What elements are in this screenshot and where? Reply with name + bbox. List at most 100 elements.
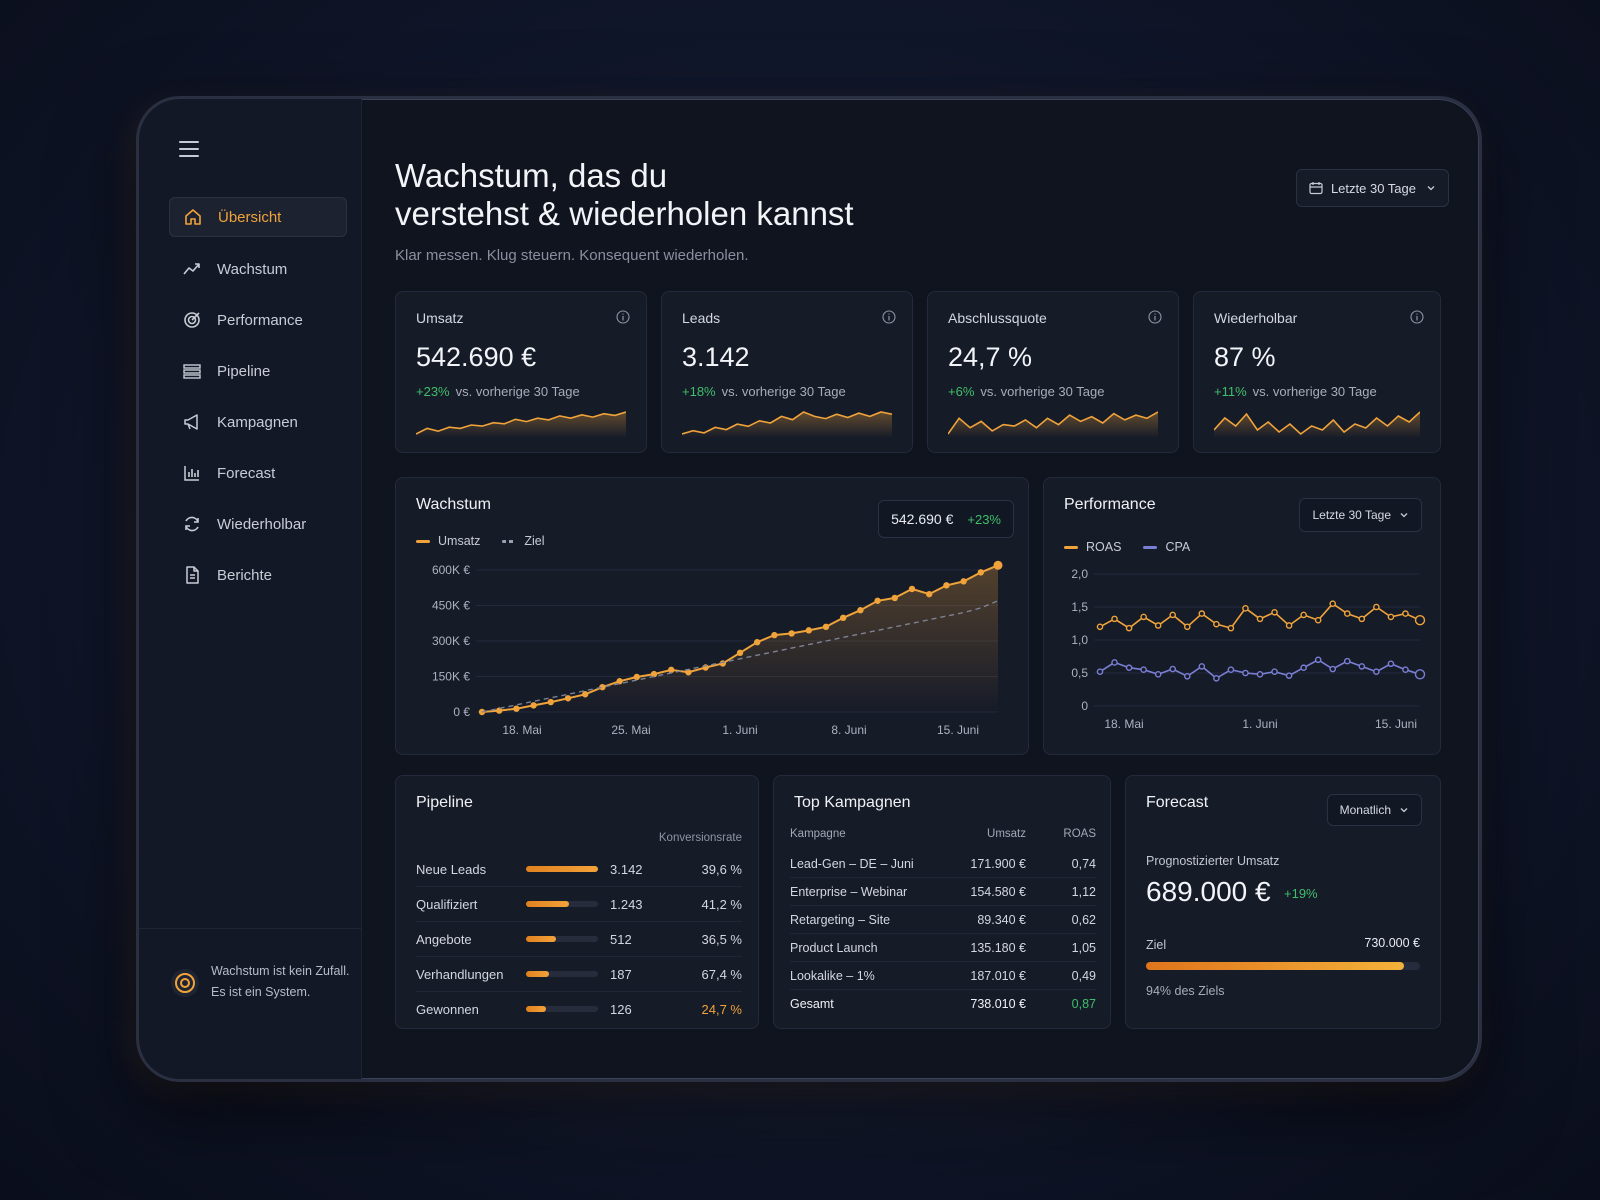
legend-label: ROAS	[1086, 540, 1122, 554]
data-point	[1169, 611, 1177, 619]
kpi-delta: +18% vs. vorherige 30 Tage	[682, 384, 846, 399]
target-logo-icon	[169, 967, 201, 999]
card-title: Top Kampagnen	[794, 794, 911, 811]
sidebar-item-performance[interactable]: Performance	[169, 301, 347, 339]
kpi-delta-value: +6%	[948, 384, 975, 399]
x-tick-label: 1. Juni	[1242, 717, 1277, 731]
cell-kampagne: Gesamt	[790, 996, 834, 1011]
goal-progress-text: 94% des Ziels	[1146, 984, 1225, 998]
data-point	[1242, 605, 1249, 612]
data-point	[1414, 614, 1426, 626]
stage-name: Neue Leads	[416, 861, 487, 877]
y-tick-label: 0 €	[453, 705, 470, 719]
stage-count: 512	[610, 931, 632, 947]
stage-rate: 67,4 %	[701, 966, 742, 982]
wachstum-total-badge: 542.690 € +23%	[878, 500, 1014, 538]
tagline-line-2: Es ist ein System.	[211, 985, 311, 999]
table-row[interactable]: Enterprise – Webinar 154.580 € 1,12	[790, 878, 1096, 906]
x-tick-label: 8. Juni	[831, 723, 866, 737]
kpi-card-wiederholbar[interactable]: Wiederholbar 87 % +11% vs. vorherige 30 T…	[1193, 291, 1441, 453]
legend-label: CPA	[1165, 540, 1191, 554]
sidebar-item-kampagnen[interactable]: Kampagnen	[169, 403, 347, 441]
legend-item-umsatz: Umsatz	[416, 534, 480, 548]
card-title: Pipeline	[416, 794, 473, 811]
info-icon[interactable]	[616, 310, 630, 324]
legend-swatch	[1064, 545, 1078, 549]
sidebar-item-berichte[interactable]: Berichte	[169, 556, 347, 594]
sidebar-item-forecast[interactable]: Forecast	[169, 454, 347, 492]
pipeline-row[interactable]: Qualifiziert 1.243 41,2 %	[416, 887, 742, 922]
menu-icon[interactable]	[179, 141, 199, 157]
stage-bar-fill	[526, 971, 550, 977]
kpi-sparkline	[416, 411, 626, 438]
data-point	[960, 578, 967, 585]
sidebar-item-uebersicht[interactable]: Übersicht	[169, 197, 347, 237]
cell-roas: 0,49	[1071, 968, 1096, 983]
data-point	[1111, 659, 1118, 666]
sidebar-item-pipeline[interactable]: Pipeline	[169, 352, 347, 390]
table-row[interactable]: Lookalike – 1% 187.010 € 0,49	[790, 962, 1096, 990]
data-point	[1154, 622, 1162, 629]
data-point	[1125, 664, 1133, 672]
info-icon[interactable]	[882, 310, 896, 324]
stage-count: 187	[610, 966, 632, 982]
table-row[interactable]: Lead-Gen – DE – Juni 171.900 € 0,74	[790, 850, 1096, 878]
cell-umsatz: 171.900 €	[970, 856, 1026, 871]
stage-rate: 36,5 %	[701, 931, 742, 947]
x-tick-label: 1. Juni	[722, 723, 757, 737]
sidebar-nav: Übersicht Wachstum Performance Pipeline …	[169, 197, 347, 607]
sidebar-item-wachstum[interactable]: Wachstum	[169, 250, 347, 288]
pipeline-icon	[181, 360, 203, 382]
data-point	[1387, 613, 1395, 621]
y-tick-label: 300K €	[432, 634, 470, 648]
x-tick-label: 18. Mai	[1104, 717, 1143, 731]
kpi-label: Abschlussquote	[948, 310, 1047, 326]
data-point	[513, 705, 520, 712]
data-point	[1271, 668, 1278, 675]
date-range-select[interactable]: Letzte 30 Tage	[1295, 169, 1449, 207]
forecast-period-select[interactable]: Monatlich	[1326, 794, 1422, 826]
kpi-card-umsatz[interactable]: Umsatz 542.690 € +23% vs. vorherige 30 Ta…	[395, 291, 647, 453]
pipeline-row[interactable]: Verhandlungen 187 67,4 %	[416, 957, 742, 992]
wachstum-chart-card: Wachstum Umsatz Ziel 542.690 € +23% 0 € 15…	[395, 477, 1029, 755]
info-icon[interactable]	[1410, 310, 1424, 324]
data-point	[1242, 669, 1249, 677]
info-icon[interactable]	[1148, 310, 1162, 324]
date-range-label: Letzte 30 Tage	[1330, 180, 1416, 196]
table-row[interactable]: Product Launch 135.180 € 1,05	[790, 934, 1096, 962]
stage-bar	[526, 971, 598, 977]
stage-rate: 24,7 %	[701, 1001, 742, 1017]
data-point	[599, 683, 606, 691]
pipeline-row[interactable]: Angebote 512 36,5 %	[416, 922, 742, 957]
kpi-label: Umsatz	[416, 310, 464, 326]
pipeline-row[interactable]: Neue Leads 3.142 39,6 %	[416, 852, 742, 887]
legend-swatch	[416, 539, 430, 543]
table-row[interactable]: Retargeting – Site 89.340 € 0,62	[790, 906, 1096, 934]
data-point	[1198, 663, 1206, 670]
sidebar-item-label: Berichte	[217, 566, 273, 584]
data-point	[530, 702, 537, 709]
x-tick-label: 15. Juni	[1375, 717, 1417, 731]
data-point	[977, 569, 984, 576]
kpi-card-abschlussquote[interactable]: Abschlussquote 24,7 % +6% vs. vorherige 3…	[927, 291, 1179, 453]
col-header-kampagne: Kampagne	[790, 828, 846, 840]
kpi-card-leads[interactable]: Leads 3.142 +18% vs. vorherige 30 Tage	[661, 291, 913, 453]
kpi-delta-value: +23%	[416, 384, 450, 399]
kpi-delta-value: +11%	[1214, 384, 1247, 399]
tagline-line-1: Wachstum ist kein Zufall.	[211, 964, 350, 978]
kpi-delta-text: vs. vorherige 30 Tage	[980, 384, 1105, 399]
cell-roas: 0,87	[1071, 996, 1096, 1011]
goal-value: 730.000 €	[1364, 936, 1420, 950]
pipeline-row[interactable]: Gewonnen 126 24,7 %	[416, 992, 742, 1026]
series-line-ziel	[481, 600, 999, 713]
data-point	[1227, 624, 1235, 632]
sidebar-item-label: Wiederholbar	[217, 515, 307, 533]
data-point	[1256, 615, 1264, 623]
x-tick-label: 25. Mai	[611, 723, 650, 737]
performance-range-select[interactable]: Letzte 30 Tage	[1299, 498, 1422, 532]
sidebar-item-wiederholbar[interactable]: Wiederholbar	[169, 505, 347, 543]
cell-roas: 1,05	[1071, 940, 1096, 955]
kampagnen-card: Top Kampagnen Kampagne Umsatz ROAS Lead-…	[773, 775, 1111, 1029]
title-line-1: Wachstum, das du	[395, 157, 668, 194]
kpi-delta-text: vs. vorherige 30 Tage	[455, 384, 580, 399]
